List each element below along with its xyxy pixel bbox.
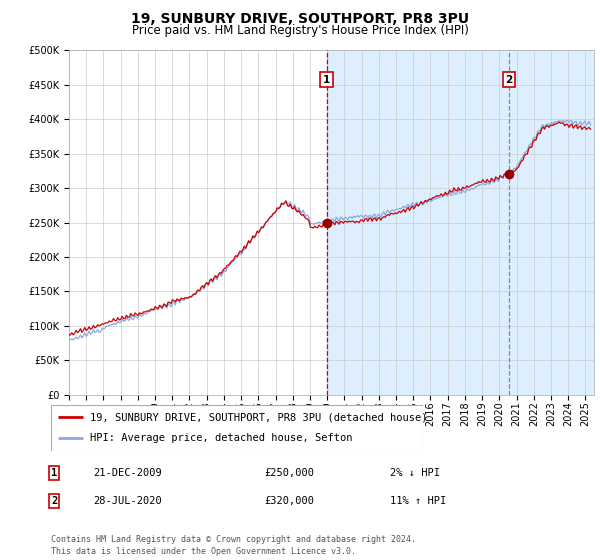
Text: 1: 1 (323, 74, 331, 85)
Text: 19, SUNBURY DRIVE, SOUTHPORT, PR8 3PU (detached house): 19, SUNBURY DRIVE, SOUTHPORT, PR8 3PU (d… (90, 412, 428, 422)
Text: £320,000: £320,000 (264, 496, 314, 506)
Text: 2: 2 (506, 74, 513, 85)
Text: £250,000: £250,000 (264, 468, 314, 478)
Text: 21-DEC-2009: 21-DEC-2009 (93, 468, 162, 478)
Bar (326, 50, 594, 395)
Text: 11% ↑ HPI: 11% ↑ HPI (390, 496, 446, 506)
FancyBboxPatch shape (51, 405, 423, 451)
Text: Contains HM Land Registry data © Crown copyright and database right 2024.
This d: Contains HM Land Registry data © Crown c… (51, 535, 416, 556)
Text: 1: 1 (51, 468, 57, 478)
Text: 19, SUNBURY DRIVE, SOUTHPORT, PR8 3PU: 19, SUNBURY DRIVE, SOUTHPORT, PR8 3PU (131, 12, 469, 26)
Text: 2% ↓ HPI: 2% ↓ HPI (390, 468, 440, 478)
Text: 2: 2 (51, 496, 57, 506)
Text: 28-JUL-2020: 28-JUL-2020 (93, 496, 162, 506)
Text: Price paid vs. HM Land Registry's House Price Index (HPI): Price paid vs. HM Land Registry's House … (131, 24, 469, 36)
Text: HPI: Average price, detached house, Sefton: HPI: Average price, detached house, Seft… (90, 433, 353, 444)
